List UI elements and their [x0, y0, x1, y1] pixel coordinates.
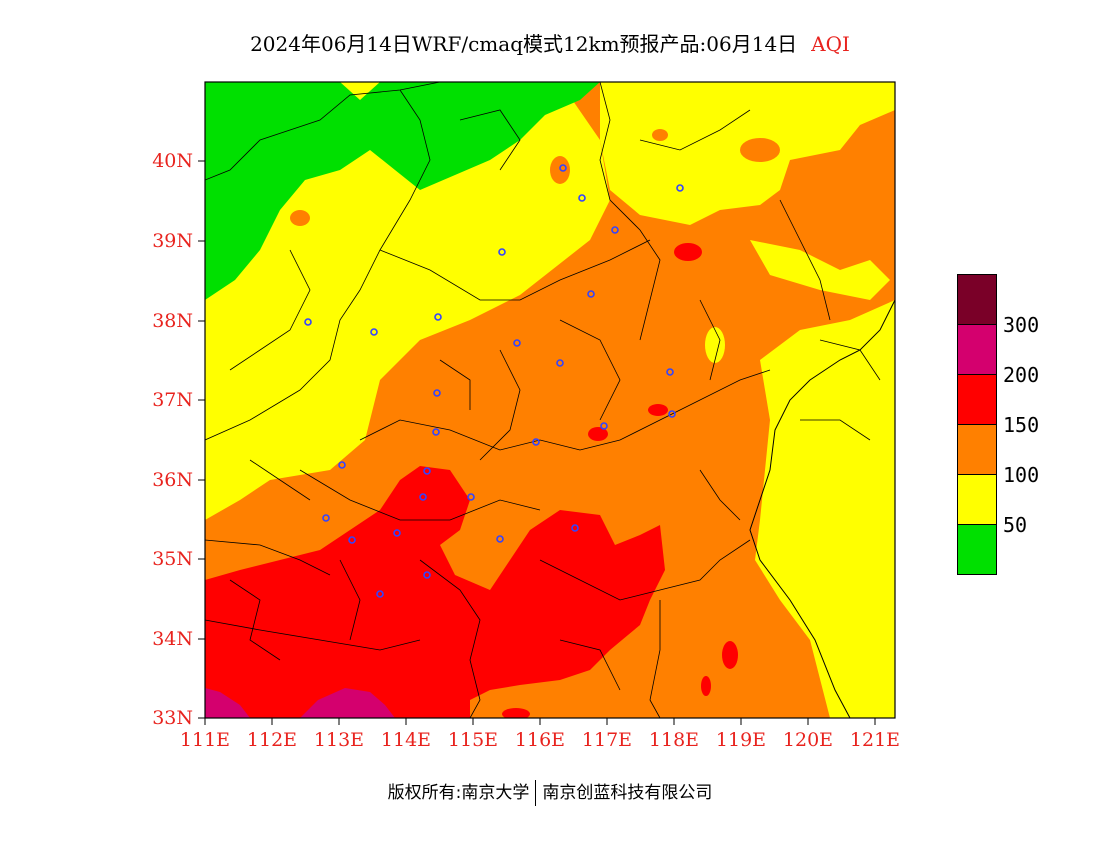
red-blob-3	[648, 404, 668, 416]
lon-label-113e: 113E	[313, 729, 365, 751]
lat-label-38n: 38N	[152, 310, 193, 332]
red-blob-6	[502, 708, 530, 718]
legend-label-200: 200	[1003, 363, 1040, 387]
lat-label-34n: 34N	[152, 628, 193, 650]
yellow-blob-2	[467, 230, 503, 260]
orange-blob-4	[652, 129, 668, 141]
legend-swatch-moderate	[957, 474, 997, 524]
copyright-right: 南京创蓝科技有限公司	[542, 783, 713, 803]
legend-swatch-severe	[957, 274, 997, 324]
copyright-left: 版权所有:南京大学	[387, 783, 530, 803]
title-aqi: AQI	[811, 32, 850, 56]
lon-label-119e: 119E	[715, 729, 767, 751]
copyright-footer: 版权所有:南京大学 南京创蓝科技有限公司	[0, 778, 1100, 806]
lat-label-37n: 37N	[152, 389, 193, 411]
legend-swatch-good	[957, 524, 997, 575]
lon-label-117e: 117E	[581, 729, 633, 751]
coastline	[749, 299, 895, 718]
zone-yellow-bohai	[750, 240, 890, 300]
legend-label-300: 300	[1003, 313, 1040, 337]
map-title: 2024年06月14日WRF/cmaq模式12km预报产品:06月14日 AQI	[0, 28, 1100, 57]
legend-swatch-medium	[957, 374, 997, 424]
lat-ticks	[198, 160, 205, 719]
legend-swatch-light	[957, 424, 997, 474]
lon-label-118e: 118E	[648, 729, 700, 751]
legend-label-50: 50	[1003, 513, 1028, 537]
zone-purple-southwest	[205, 688, 250, 718]
legend-label-150: 150	[1003, 413, 1040, 437]
legend-swatch-heavy	[957, 324, 997, 374]
yellow-blob-1	[705, 327, 725, 363]
red-blob-2	[588, 427, 608, 441]
city-markers	[304, 164, 684, 598]
red-blob-5	[701, 676, 711, 696]
lon-label-116e: 116E	[514, 729, 566, 751]
lon-label-121e: 121E	[849, 729, 901, 751]
zone-green-north	[205, 82, 600, 300]
lat-label-39n: 39N	[152, 230, 193, 252]
zone-purple-south	[300, 688, 395, 718]
orange-blob-2	[290, 210, 310, 226]
aqi-legend	[957, 274, 997, 575]
lat-label-33n: 33N	[152, 707, 193, 729]
orange-blob-3	[740, 138, 780, 162]
aqi-field	[205, 82, 895, 718]
lon-label-114e: 114E	[380, 729, 432, 751]
red-blob-4	[722, 641, 738, 669]
legend-label-100: 100	[1003, 463, 1040, 487]
province-boundaries	[205, 82, 881, 718]
zone-yellow-east	[755, 300, 895, 718]
lat-label-35n: 35N	[152, 548, 193, 570]
lat-label-40n: 40N	[152, 150, 193, 172]
lon-label-112e: 112E	[246, 729, 298, 751]
lon-ticks	[204, 718, 876, 725]
title-text: 2024年06月14日WRF/cmaq模式12km预报产品:06月14日	[250, 32, 798, 56]
lon-label-120e: 120E	[782, 729, 834, 751]
zone-red-south	[205, 466, 665, 718]
lon-label-115e: 115E	[447, 729, 499, 751]
zone-yellow-northwest	[205, 82, 610, 520]
red-blob-1	[674, 243, 702, 261]
lat-label-36n: 36N	[152, 469, 193, 491]
footer-separator	[535, 780, 537, 806]
lon-label-111e: 111E	[179, 729, 231, 751]
